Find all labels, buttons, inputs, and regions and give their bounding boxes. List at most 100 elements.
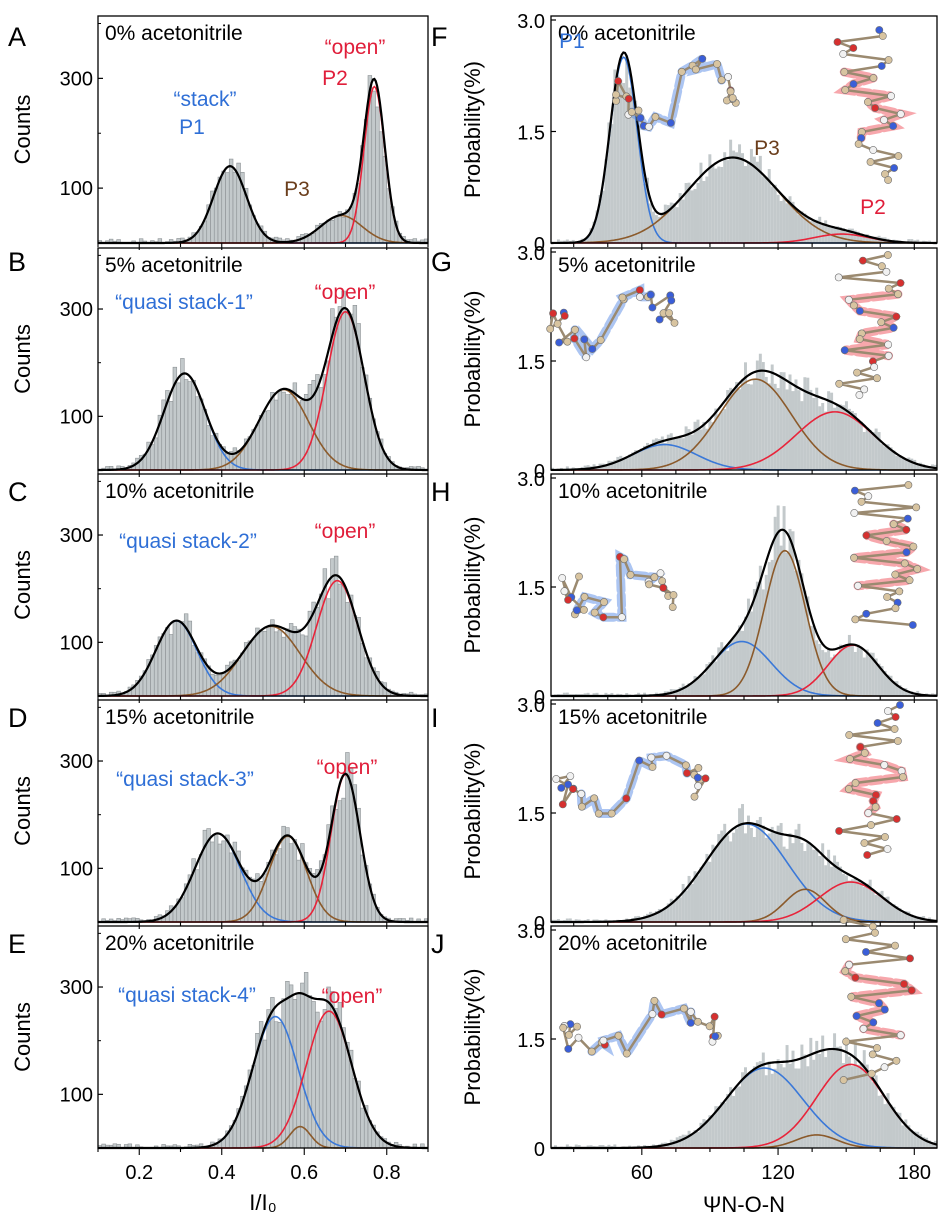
histogram-bar	[841, 873, 845, 922]
histogram-bar	[836, 861, 840, 922]
histogram-bar	[821, 843, 825, 922]
molecule-atom	[869, 922, 877, 931]
histogram-bar	[262, 630, 268, 697]
histogram-bar	[161, 633, 166, 697]
histogram-bar	[895, 455, 899, 470]
histogram-bar	[788, 1063, 792, 1148]
histogram-bar	[830, 1050, 834, 1148]
histogram-bar	[853, 413, 857, 470]
histogram-bar	[755, 1062, 759, 1148]
histogram-bar	[607, 1144, 611, 1148]
histogram-bar	[604, 464, 608, 470]
histogram-bar	[720, 411, 724, 470]
molecule-atom	[850, 553, 858, 562]
histogram-bar	[708, 154, 712, 243]
molecule-atom	[665, 309, 673, 317]
histogram-bar	[258, 630, 264, 697]
histogram-bar	[735, 633, 739, 696]
histogram-bar	[738, 808, 742, 922]
histogram-bar	[744, 616, 747, 696]
histogram-bar	[690, 1133, 694, 1148]
histogram-bar	[577, 1145, 581, 1148]
histogram-bar	[277, 629, 283, 697]
histogram-bar	[895, 681, 899, 696]
histogram-bar	[827, 1050, 831, 1148]
histogram-bar	[800, 211, 804, 243]
molecule-atom	[668, 603, 677, 611]
histogram-bar	[675, 689, 679, 696]
histogram-bar	[732, 388, 736, 470]
molecule-atom	[552, 775, 561, 783]
histogram-bar	[788, 196, 792, 243]
histogram-bar	[827, 849, 831, 922]
x-ticks	[97, 243, 429, 250]
molecule-atom	[559, 1023, 568, 1032]
histogram-bar	[741, 153, 744, 243]
histogram-bar	[877, 892, 881, 922]
molecule-atom	[627, 108, 636, 116]
histogram-bar	[916, 916, 920, 922]
histogram-bar	[833, 1033, 837, 1148]
histogram-bar	[821, 650, 825, 696]
histogram-bar	[752, 156, 756, 243]
histogram-bar	[176, 620, 181, 697]
histogram-bar	[818, 644, 822, 696]
molecule-atom	[860, 839, 869, 847]
molecule-atom	[839, 1076, 848, 1084]
histogram-bar	[779, 1063, 783, 1148]
histogram-bar	[288, 843, 294, 923]
molecule-atom	[624, 94, 633, 103]
histogram-bar	[803, 590, 807, 696]
molecule-atom	[577, 790, 586, 798]
x-ticks: 0.2 0.4 0.6 0.8	[97, 1148, 429, 1184]
annotation-label: “quasi stack-3”	[116, 768, 254, 791]
molecule-atom	[578, 802, 586, 811]
histogram-bar	[880, 1094, 884, 1148]
histogram-bar	[228, 158, 234, 244]
histogram-bar	[646, 177, 649, 243]
molecule-atom	[869, 1018, 878, 1027]
histogram-bar	[699, 1122, 703, 1148]
histogram-bar	[285, 394, 290, 471]
histogram-bar	[681, 438, 685, 470]
histogram-bar	[610, 461, 614, 470]
histogram-bar	[738, 389, 742, 470]
histogram-bar	[681, 199, 685, 243]
histogram-bar	[723, 409, 727, 470]
panel-letter-d: D	[8, 703, 28, 733]
histogram-bar	[856, 231, 860, 243]
histogram-bar	[907, 911, 911, 922]
histogram-bar	[836, 405, 840, 470]
molecule-atom	[864, 98, 872, 106]
histogram-bar	[812, 397, 816, 470]
histogram-bar	[202, 220, 208, 244]
histogram-bar	[684, 183, 688, 243]
histogram-bar	[794, 379, 798, 470]
molecule-atom	[862, 609, 871, 618]
molecule-atom	[648, 1010, 657, 1018]
histogram-bar	[651, 439, 655, 470]
histogram-bar	[767, 833, 771, 922]
histogram-bar	[752, 378, 756, 470]
molecule-atom	[650, 573, 659, 582]
molecule-atom	[851, 486, 859, 495]
histogram-bar	[746, 815, 750, 922]
histogram-bar	[931, 1142, 935, 1148]
molecule-atom	[705, 1022, 714, 1031]
histogram-bar	[859, 647, 863, 696]
molecule-atom	[847, 992, 856, 1001]
y-ticks: 100 300	[60, 480, 103, 654]
histogram-bar	[565, 918, 569, 922]
molecule-atom	[573, 1022, 581, 1031]
histogram-bar	[785, 389, 789, 470]
histogram-bar	[895, 1112, 899, 1148]
condition-label: 20% acetonitrile	[558, 932, 707, 955]
histogram-bar	[360, 854, 365, 923]
y-tick-label: 1.5	[517, 1030, 545, 1052]
histogram-bar	[818, 855, 822, 922]
histogram-bar	[847, 408, 851, 470]
histogram-bar	[589, 228, 593, 243]
histogram-bar	[330, 558, 335, 697]
histogram-bar	[341, 290, 346, 471]
histogram-bar	[711, 655, 715, 696]
